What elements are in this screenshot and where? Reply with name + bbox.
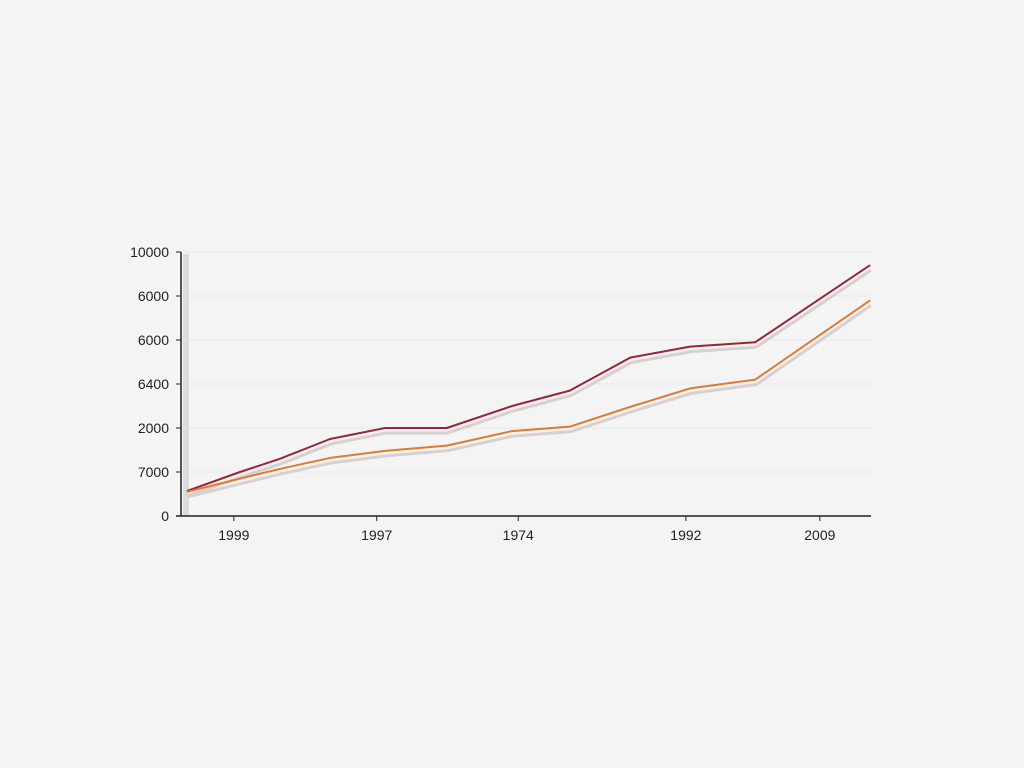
series-1-point xyxy=(186,491,188,493)
series-0-point xyxy=(629,357,631,359)
x-tick-label: 1992 xyxy=(670,527,701,543)
y-tick-label: 7000 xyxy=(138,464,169,480)
series-0-point xyxy=(569,390,571,392)
series-0-point xyxy=(511,405,513,407)
series-0-point xyxy=(689,346,691,348)
x-tick-label: 1974 xyxy=(503,527,534,543)
series-1-point xyxy=(754,379,756,381)
series-1-point xyxy=(629,406,631,408)
series-1-point xyxy=(384,450,386,452)
series-1-point xyxy=(239,478,241,480)
series-0-shadow xyxy=(187,268,872,498)
series-0-line xyxy=(186,264,871,492)
series-1-shadow xyxy=(187,304,872,499)
y-tick-label: 6000 xyxy=(138,288,169,304)
series-0-point xyxy=(869,264,871,266)
series-1-point xyxy=(511,430,513,432)
y-axis-shadow xyxy=(183,254,189,516)
series-0-point xyxy=(279,458,281,460)
x-tick-label: 2009 xyxy=(804,527,835,543)
series-1-point xyxy=(869,299,871,301)
series-1-line xyxy=(186,299,871,493)
y-tick-label: 6400 xyxy=(138,376,169,392)
x-tick-label: 1999 xyxy=(218,527,249,543)
grid xyxy=(183,251,870,473)
series-0-point xyxy=(754,341,756,343)
series-0-point xyxy=(239,471,241,473)
series-1-point xyxy=(279,468,281,470)
y-tick-label: 6000 xyxy=(138,332,169,348)
y-tick-label: 0 xyxy=(161,508,169,524)
x-tick-label: 1997 xyxy=(361,527,392,543)
series-1-point xyxy=(689,387,691,389)
series-0-point xyxy=(384,427,386,429)
series-1-point xyxy=(329,457,331,459)
series-0-point xyxy=(329,438,331,440)
y-tick-label: 2000 xyxy=(138,420,169,436)
series-1-point xyxy=(569,426,571,428)
y-tick-label: 10000 xyxy=(130,244,169,260)
series-0-point xyxy=(446,427,448,429)
series-1-point xyxy=(446,445,448,447)
